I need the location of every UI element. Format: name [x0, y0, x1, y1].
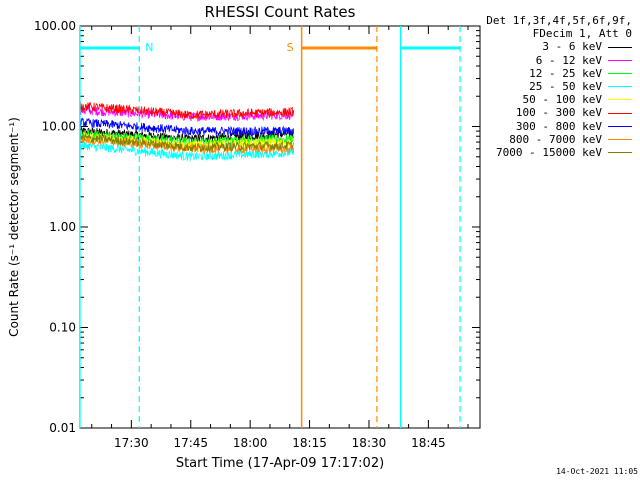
- legend-label: 7000 - 15000 keV: [496, 146, 602, 160]
- y-axis: 0.01 0.10 1.00 10.00 100.00: [34, 19, 480, 435]
- annotation-label-2: S: [287, 41, 294, 54]
- legend-swatch: [608, 152, 632, 154]
- legend-item: 300 - 800 keV: [482, 120, 632, 133]
- series-group: [79, 101, 295, 162]
- legend-label: 12 - 25 keV: [529, 66, 602, 80]
- y-tick-label: 10.00: [42, 120, 76, 134]
- x-axis: 17:30 17:45 18:00 18:15 18:30 18:45: [91, 26, 469, 450]
- legend-swatch: [608, 59, 632, 61]
- legend-item: 7000 - 15000 keV: [482, 146, 632, 159]
- x-tick-label: 18:30: [352, 436, 387, 450]
- series-line-2-segment-0: [79, 129, 295, 148]
- legend-header-line-2: FDecim 1, Att 0: [532, 27, 632, 41]
- legend-swatch: [608, 86, 632, 88]
- legend-item: 50 - 100 keV: [482, 93, 632, 106]
- series-line-5-segment-0: [79, 101, 295, 120]
- series-line-8-segment-0: [79, 133, 295, 153]
- x-tick-label: 18:15: [292, 436, 327, 450]
- legend-label: 800 - 7000 keV: [509, 132, 602, 146]
- y-tick-label: 100.00: [34, 19, 76, 33]
- legend-label: 3 - 6 keV: [542, 40, 602, 54]
- x-tick-label: 17:45: [173, 436, 208, 450]
- y-tick-label: 0.01: [49, 421, 76, 435]
- series-line-3-segment-0: [79, 141, 295, 162]
- legend-swatch: [608, 125, 632, 127]
- series-line-6-segment-0: [79, 117, 295, 137]
- annotation-label-0: N: [145, 41, 153, 54]
- legend-item: 12 - 25 keV: [482, 67, 632, 80]
- legend-header-line-1: Det 1f,3f,4f,5f,6f,9f,: [486, 14, 632, 27]
- plot-frame: [79, 25, 481, 429]
- legend-item: 6 - 12 keV: [482, 54, 632, 67]
- y-tick-label: 0.10: [49, 321, 76, 335]
- y-axis-label: Count Rate (s⁻¹ detector segment⁻¹): [7, 117, 21, 337]
- footer-timestamp: 14-Oct-2021 11:05: [556, 467, 638, 476]
- legend-item: 800 - 7000 keV: [482, 133, 632, 146]
- legend-label: 300 - 800 keV: [515, 119, 602, 133]
- legend-item: 100 - 300 keV: [482, 106, 632, 119]
- legend-item: 25 - 50 keV: [482, 80, 632, 93]
- x-tick-label: 17:30: [114, 436, 149, 450]
- y-tick-label: 1.00: [49, 220, 76, 234]
- legend-label: 25 - 50 keV: [529, 80, 602, 94]
- legend: Det 1f,3f,4f,5f,6f,9f, FDecim 1, Att 0 3…: [482, 14, 632, 159]
- legend-item: 3 - 6 keV: [482, 40, 632, 53]
- legend-label: 100 - 300 keV: [515, 106, 602, 120]
- legend-swatch: [608, 46, 632, 48]
- x-tick-label: 18:00: [233, 436, 268, 450]
- legend-swatch: [608, 138, 632, 140]
- x-tick-label: 18:45: [411, 436, 446, 450]
- legend-label: 6 - 12 keV: [535, 53, 602, 67]
- legend-swatch: [608, 112, 632, 114]
- legend-swatch: [608, 72, 632, 74]
- legend-swatch: [608, 99, 632, 101]
- chart-title: RHESSI Count Rates: [205, 3, 356, 21]
- legend-label: 50 - 100 keV: [522, 93, 602, 107]
- x-axis-label: Start Time (17-Apr-09 17:17:02): [176, 456, 384, 471]
